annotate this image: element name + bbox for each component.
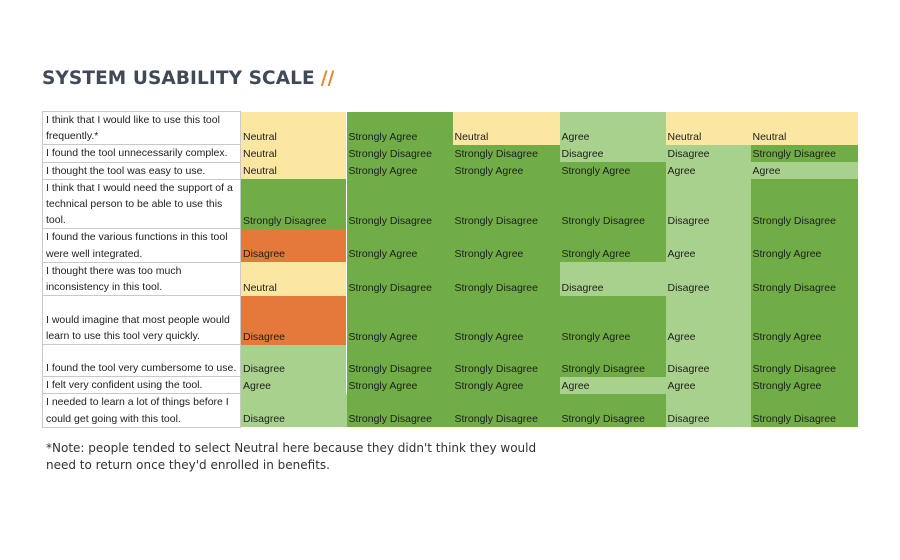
sus-response-table: I think that I would like to use this to… — [42, 110, 858, 428]
table-row: I found the tool very cumbersome to use.… — [42, 344, 858, 378]
table-row: I think that I would need the support of… — [42, 178, 858, 230]
response-cell: Strongly Agree — [559, 295, 666, 345]
question-cell: I thought the tool was easy to use. — [42, 161, 241, 180]
response-cell: Strongly Disagree — [240, 179, 347, 229]
response-cell: Disagree — [665, 144, 751, 163]
footnote: *Note: people tended to select Neutral h… — [46, 441, 537, 472]
response-cell: Strongly Disagree — [559, 393, 666, 428]
response-cell: Disagree — [665, 344, 751, 377]
response-cell: Strongly Agree — [559, 162, 666, 180]
question-cell: I think that I would like to use this to… — [42, 110, 241, 146]
response-cell: Strongly Disagree — [346, 144, 453, 163]
question-cell: I found the various functions in this to… — [42, 228, 241, 263]
response-cell: Disagree — [240, 393, 347, 428]
response-cell: Strongly Disagree — [750, 344, 858, 377]
response-cell: Strongly Agree — [559, 228, 666, 263]
response-cell: Strongly Disagree — [346, 179, 453, 229]
table-row: I would imagine that most people would l… — [42, 295, 858, 346]
response-cell: Strongly Agree — [346, 376, 453, 394]
response-cell: Neutral — [750, 111, 858, 145]
question-cell: I felt very confident using the tool. — [42, 376, 241, 395]
response-cell: Agree — [559, 111, 666, 145]
response-cell: Strongly Disagree — [559, 344, 666, 377]
response-cell: Strongly Agree — [346, 111, 453, 145]
response-cell: Strongly Disagree — [750, 393, 858, 428]
page-title: SYSTEM USABILITY SCALE// — [42, 68, 335, 89]
response-cell: Agree — [559, 376, 666, 394]
response-cell: Strongly Disagree — [452, 179, 560, 229]
response-cell: Strongly Agree — [452, 376, 560, 394]
title-accent: // — [320, 68, 335, 89]
table-row: I needed to learn a lot of things before… — [42, 393, 858, 428]
response-cell: Agree — [665, 162, 751, 180]
question-cell: I needed to learn a lot of things before… — [42, 393, 241, 428]
table-row: I found the various functions in this to… — [42, 228, 858, 263]
response-cell: Agree — [665, 295, 751, 345]
response-cell: Agree — [750, 162, 858, 180]
response-cell: Strongly Disagree — [452, 393, 560, 428]
response-cell: Neutral — [240, 111, 347, 145]
table-row: I felt very confident using the tool. Agr… — [42, 376, 858, 395]
response-cell: Strongly Disagree — [452, 144, 560, 163]
table-row: I thought the tool was easy to use. Neutr… — [42, 161, 858, 180]
response-cell: Strongly Disagree — [452, 344, 560, 377]
question-cell: I found the tool unnecessarily complex. — [42, 144, 241, 163]
response-cell: Disagree — [240, 344, 347, 377]
response-cell: Strongly Disagree — [750, 262, 858, 296]
response-cell: Neutral — [240, 262, 347, 296]
response-cell: Strongly Agree — [452, 228, 560, 263]
response-cell: Disagree — [665, 393, 751, 428]
response-cell: Neutral — [665, 111, 751, 145]
question-cell: I would imagine that most people would l… — [42, 295, 241, 346]
response-cell: Strongly Disagree — [750, 144, 858, 163]
response-cell: Strongly Agree — [452, 295, 560, 345]
response-cell: Strongly Disagree — [750, 179, 858, 229]
question-cell: I think that I would need the support of… — [42, 178, 241, 230]
question-cell: I thought there was too much inconsisten… — [42, 261, 241, 297]
response-cell: Neutral — [452, 111, 560, 145]
response-cell: Disagree — [240, 295, 347, 345]
response-cell: Agree — [240, 376, 347, 394]
response-cell: Strongly Disagree — [559, 179, 666, 229]
response-cell: Strongly Agree — [346, 295, 453, 345]
response-cell: Strongly Agree — [750, 295, 858, 345]
response-cell: Neutral — [240, 162, 347, 180]
response-cell: Strongly Disagree — [346, 262, 453, 296]
response-cell: Strongly Agree — [346, 162, 453, 180]
response-cell: Strongly Agree — [750, 376, 858, 394]
response-cell: Agree — [665, 376, 751, 394]
response-cell: Disagree — [240, 228, 347, 263]
question-cell: I found the tool very cumbersome to use. — [42, 344, 241, 378]
response-cell: Agree — [665, 228, 751, 263]
response-cell: Disagree — [559, 144, 666, 163]
table-row: I thought there was too much inconsisten… — [42, 261, 858, 297]
response-cell: Strongly Agree — [452, 162, 560, 180]
response-cell: Disagree — [559, 262, 666, 296]
response-cell: Strongly Disagree — [346, 393, 453, 428]
response-cell: Neutral — [240, 144, 347, 163]
title-text: SYSTEM USABILITY SCALE — [42, 68, 315, 89]
response-cell: Strongly Disagree — [452, 262, 560, 296]
response-cell: Strongly Agree — [750, 228, 858, 263]
response-cell: Disagree — [665, 262, 751, 296]
table-row: I found the tool unnecessarily complex. N… — [42, 144, 858, 163]
response-cell: Disagree — [665, 179, 751, 229]
response-cell: Strongly Disagree — [346, 344, 453, 377]
table-row: I think that I would like to use this to… — [42, 110, 858, 146]
response-cell: Strongly Agree — [346, 228, 453, 263]
